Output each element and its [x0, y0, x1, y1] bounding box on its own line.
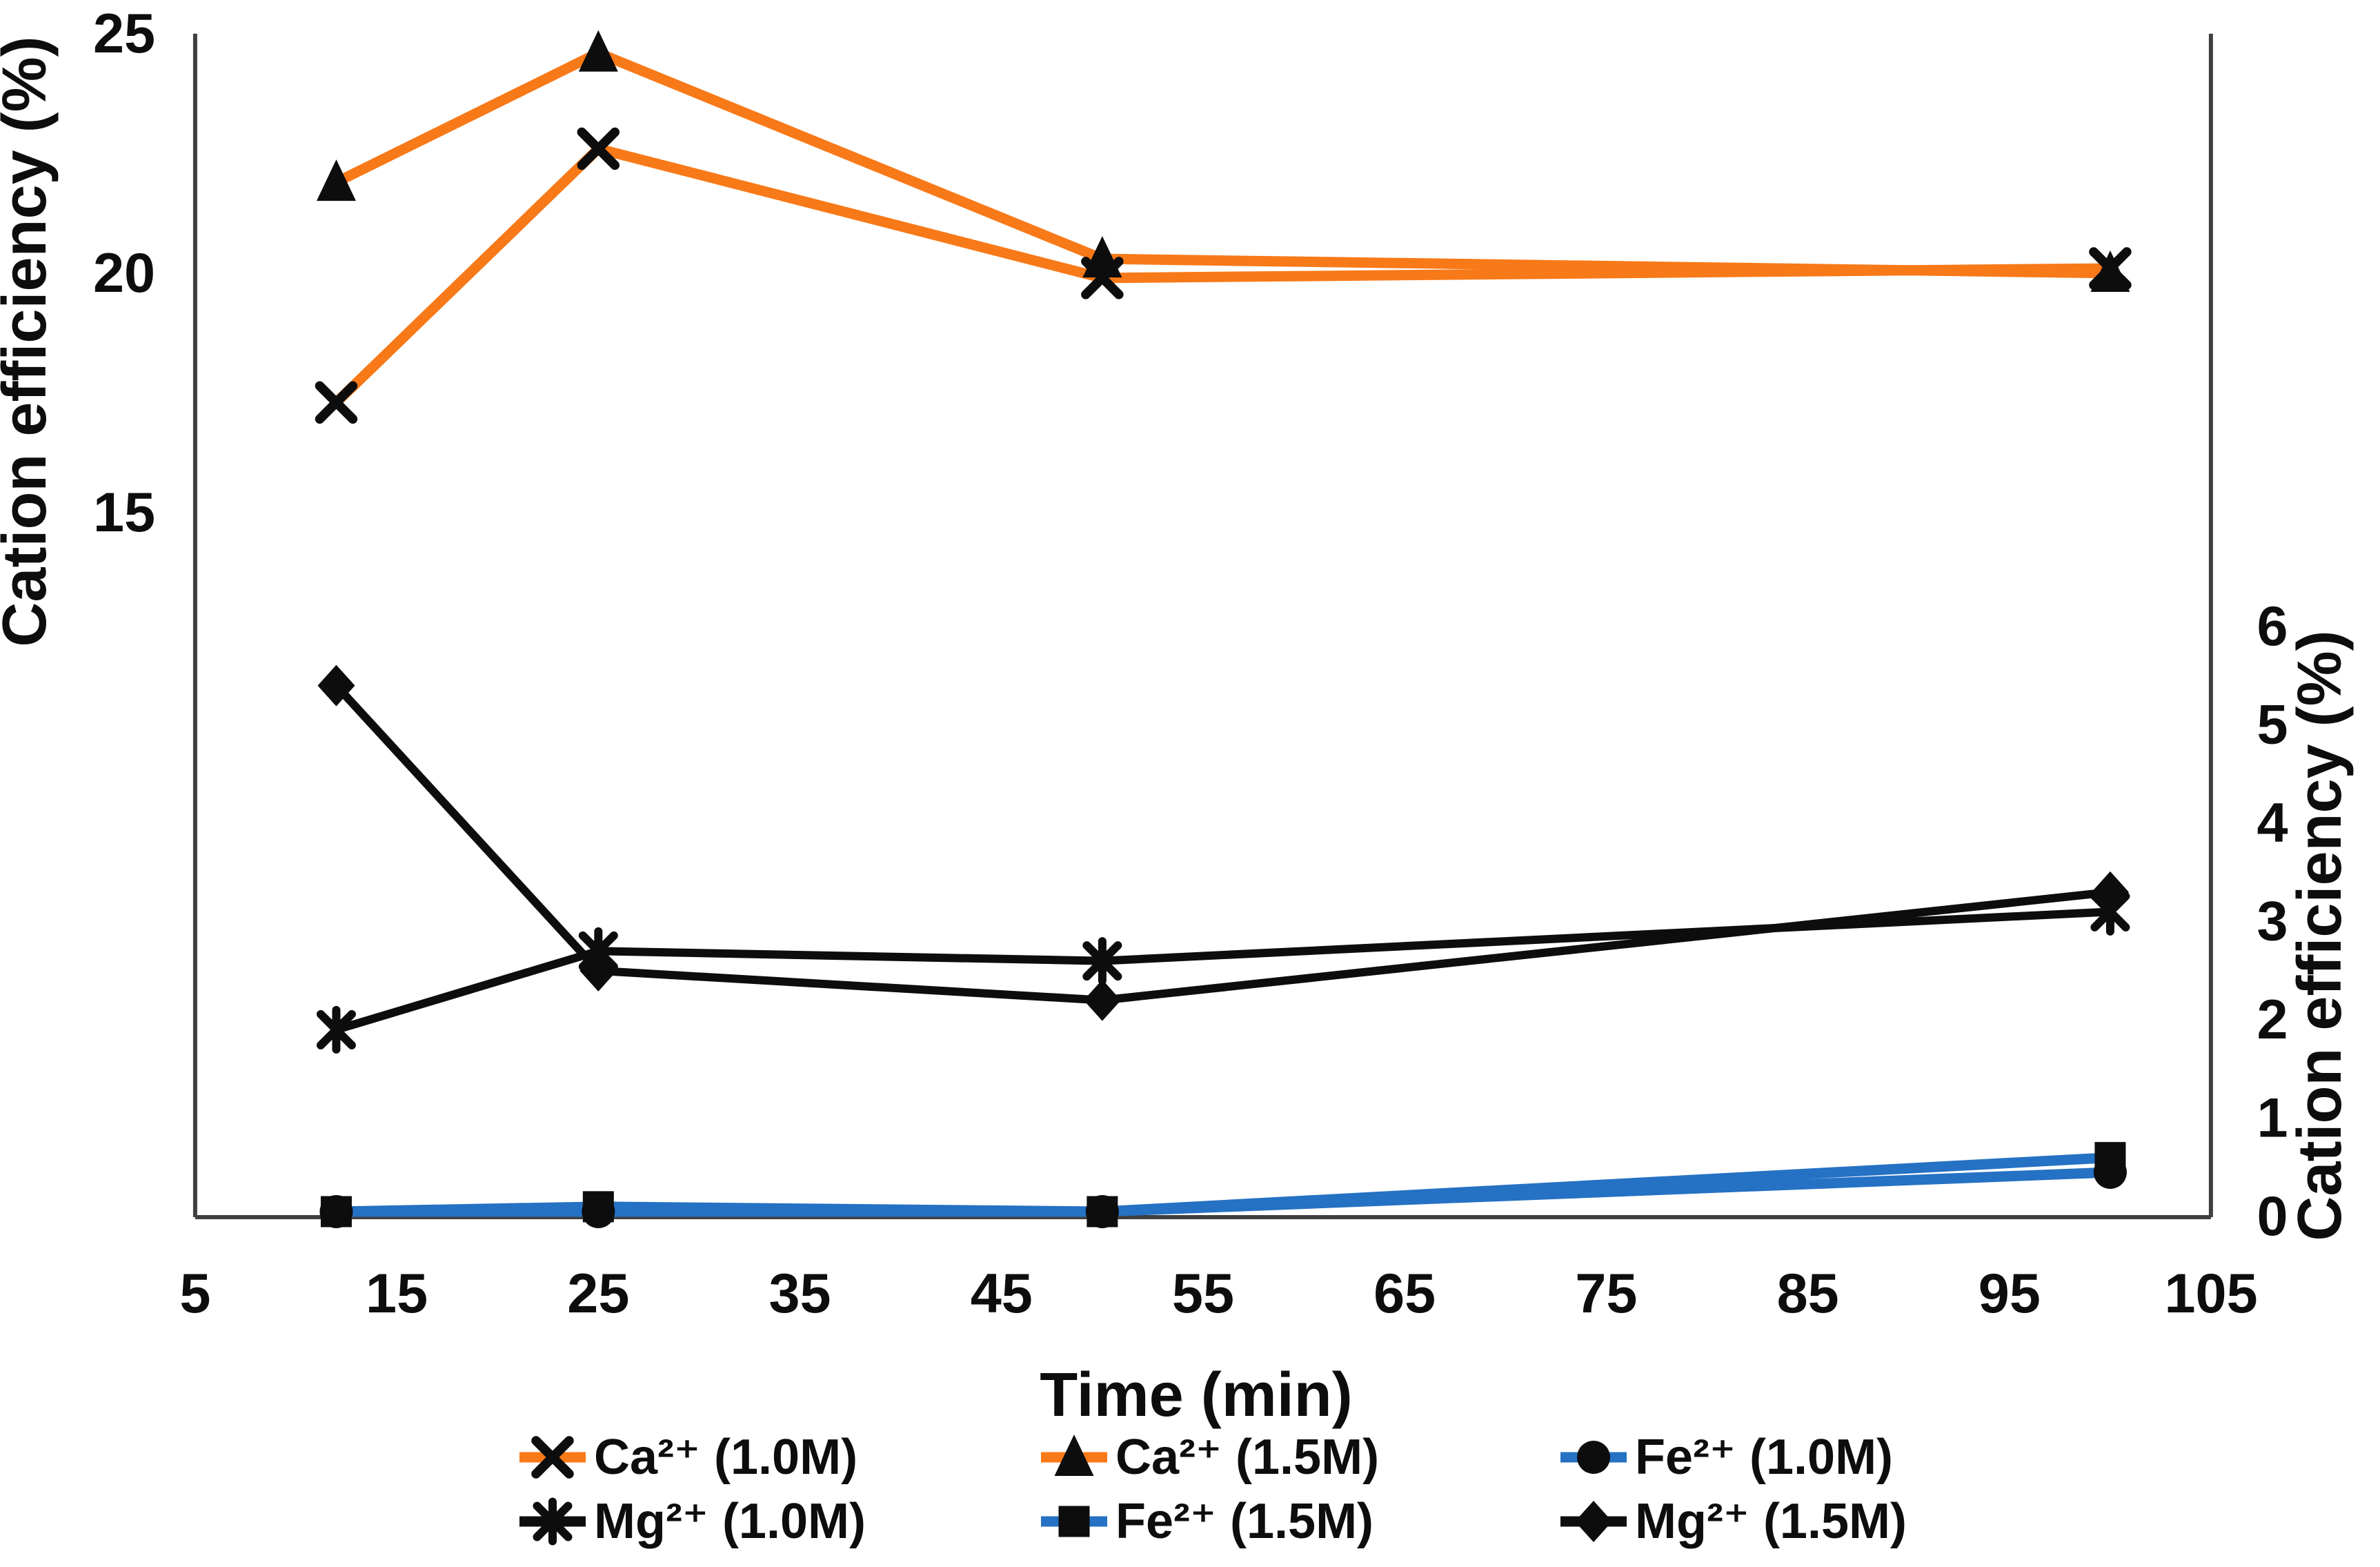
right-axis-tick-label: 0 [2257, 1185, 2288, 1248]
plot-frame [192, 33, 2213, 1219]
triangle-marker [316, 159, 356, 201]
x-axis-tick-label: 15 [366, 1263, 428, 1325]
x-axis-tick-label: 105 [2164, 1263, 2257, 1325]
legend-item-label: Ca²⁺ (1.5M) [1115, 1430, 1379, 1485]
series-line-mg-1-0m- [335, 907, 2111, 1034]
square-marker [582, 1191, 614, 1223]
legend: Ca²⁺ (1.0M) Ca²⁺ (1.5M) Fe²⁺ (1.0M) Mg²⁺ (1… [519, 1430, 1907, 1549]
triangle-marker [578, 30, 618, 72]
left-axis-tick-label: 15 [93, 482, 155, 544]
legend-item: Ca²⁺ (1.5M) [1041, 1430, 1379, 1485]
right-axis-tick-label: 6 [2257, 595, 2288, 658]
x-marker [531, 1436, 574, 1479]
series-line-mg-1-5m- [333, 682, 2111, 1005]
right-axis-tick-label: 3 [2257, 891, 2288, 953]
diamond-marker [579, 949, 617, 992]
legend-item: Fe²⁺ (1.5M) [1041, 1494, 1374, 1549]
legend-item-label: Mg²⁺ (1.5M) [1635, 1494, 1907, 1549]
series-line-ca-1-5m- [334, 48, 2111, 279]
right-axis-title: Cation efficiency (%) [2285, 630, 2354, 1241]
triangle-marker [2090, 250, 2130, 292]
diamond-marker [2091, 871, 2129, 913]
x-marker [315, 381, 358, 424]
legend-item-label: Fe²⁺ (1.5M) [1115, 1494, 1374, 1549]
square-marker [320, 1196, 352, 1228]
asterisk-marker [1082, 937, 1122, 985]
series-line-fe-1-5m- [336, 1152, 2111, 1217]
right-axis-tick-label: 4 [2257, 792, 2288, 854]
x-axis-tick-label: 55 [1172, 1263, 1234, 1325]
diamond-marker [1575, 1501, 1612, 1542]
legend-item-label: Ca²⁺ (1.0M) [594, 1430, 857, 1485]
legend-item: Fe²⁺ (1.0M) [1560, 1430, 1893, 1485]
right-axis-tick-label: 2 [2257, 989, 2288, 1051]
asterisk-marker [316, 1005, 356, 1054]
right-axis-tick-label: 5 [2257, 694, 2288, 756]
left-axis-tick-label: 25 [93, 3, 155, 65]
x-axis-tick-label: 35 [768, 1263, 831, 1325]
diamond-marker [1083, 979, 1121, 1021]
x-axis-tick-label: 5 [179, 1263, 210, 1325]
series-markers-ca-1-5m- [316, 30, 2130, 292]
x-axis-tick-label: 45 [971, 1263, 1033, 1325]
triangle-marker [1054, 1435, 1094, 1476]
x-axis-tick-label: 95 [1979, 1263, 2041, 1325]
x-axis-tick-label: 85 [1777, 1263, 1839, 1325]
legend-item-label: Fe²⁺ (1.0M) [1635, 1430, 1893, 1485]
square-marker [1087, 1196, 1118, 1228]
right-axis-tick-label: 1 [2257, 1087, 2288, 1150]
series-line-ca-1-0m- [333, 144, 2111, 406]
series-markers-mg-1-5m- [317, 664, 2129, 1021]
x-axis-title: Time (min) [1040, 1361, 1352, 1430]
square-marker [2094, 1142, 2126, 1174]
diamond-marker [317, 664, 355, 707]
circle-marker [1577, 1441, 1610, 1474]
legend-item: Ca²⁺ (1.0M) [519, 1430, 857, 1485]
x-axis-tick-label: 65 [1374, 1263, 1436, 1325]
legend-item-label: Mg²⁺ (1.0M) [594, 1494, 866, 1549]
series-markers-fe-1-5m- [320, 1142, 2126, 1228]
left-axis-tick-label: 20 [93, 242, 155, 304]
triangle-marker [1082, 236, 1122, 278]
square-marker [1058, 1506, 1090, 1537]
legend-item: Mg²⁺ (1.5M) [1560, 1494, 1907, 1549]
left-axis-title: Cation efficiency (%) [0, 36, 59, 647]
series-layer [315, 30, 2132, 1228]
legend-item: Mg²⁺ (1.0M) [519, 1494, 866, 1549]
x-marker [577, 127, 620, 170]
x-axis-tick-label: 25 [567, 1263, 629, 1325]
asterisk-marker [533, 1497, 573, 1546]
x-axis-tick-label: 75 [1575, 1263, 1637, 1325]
